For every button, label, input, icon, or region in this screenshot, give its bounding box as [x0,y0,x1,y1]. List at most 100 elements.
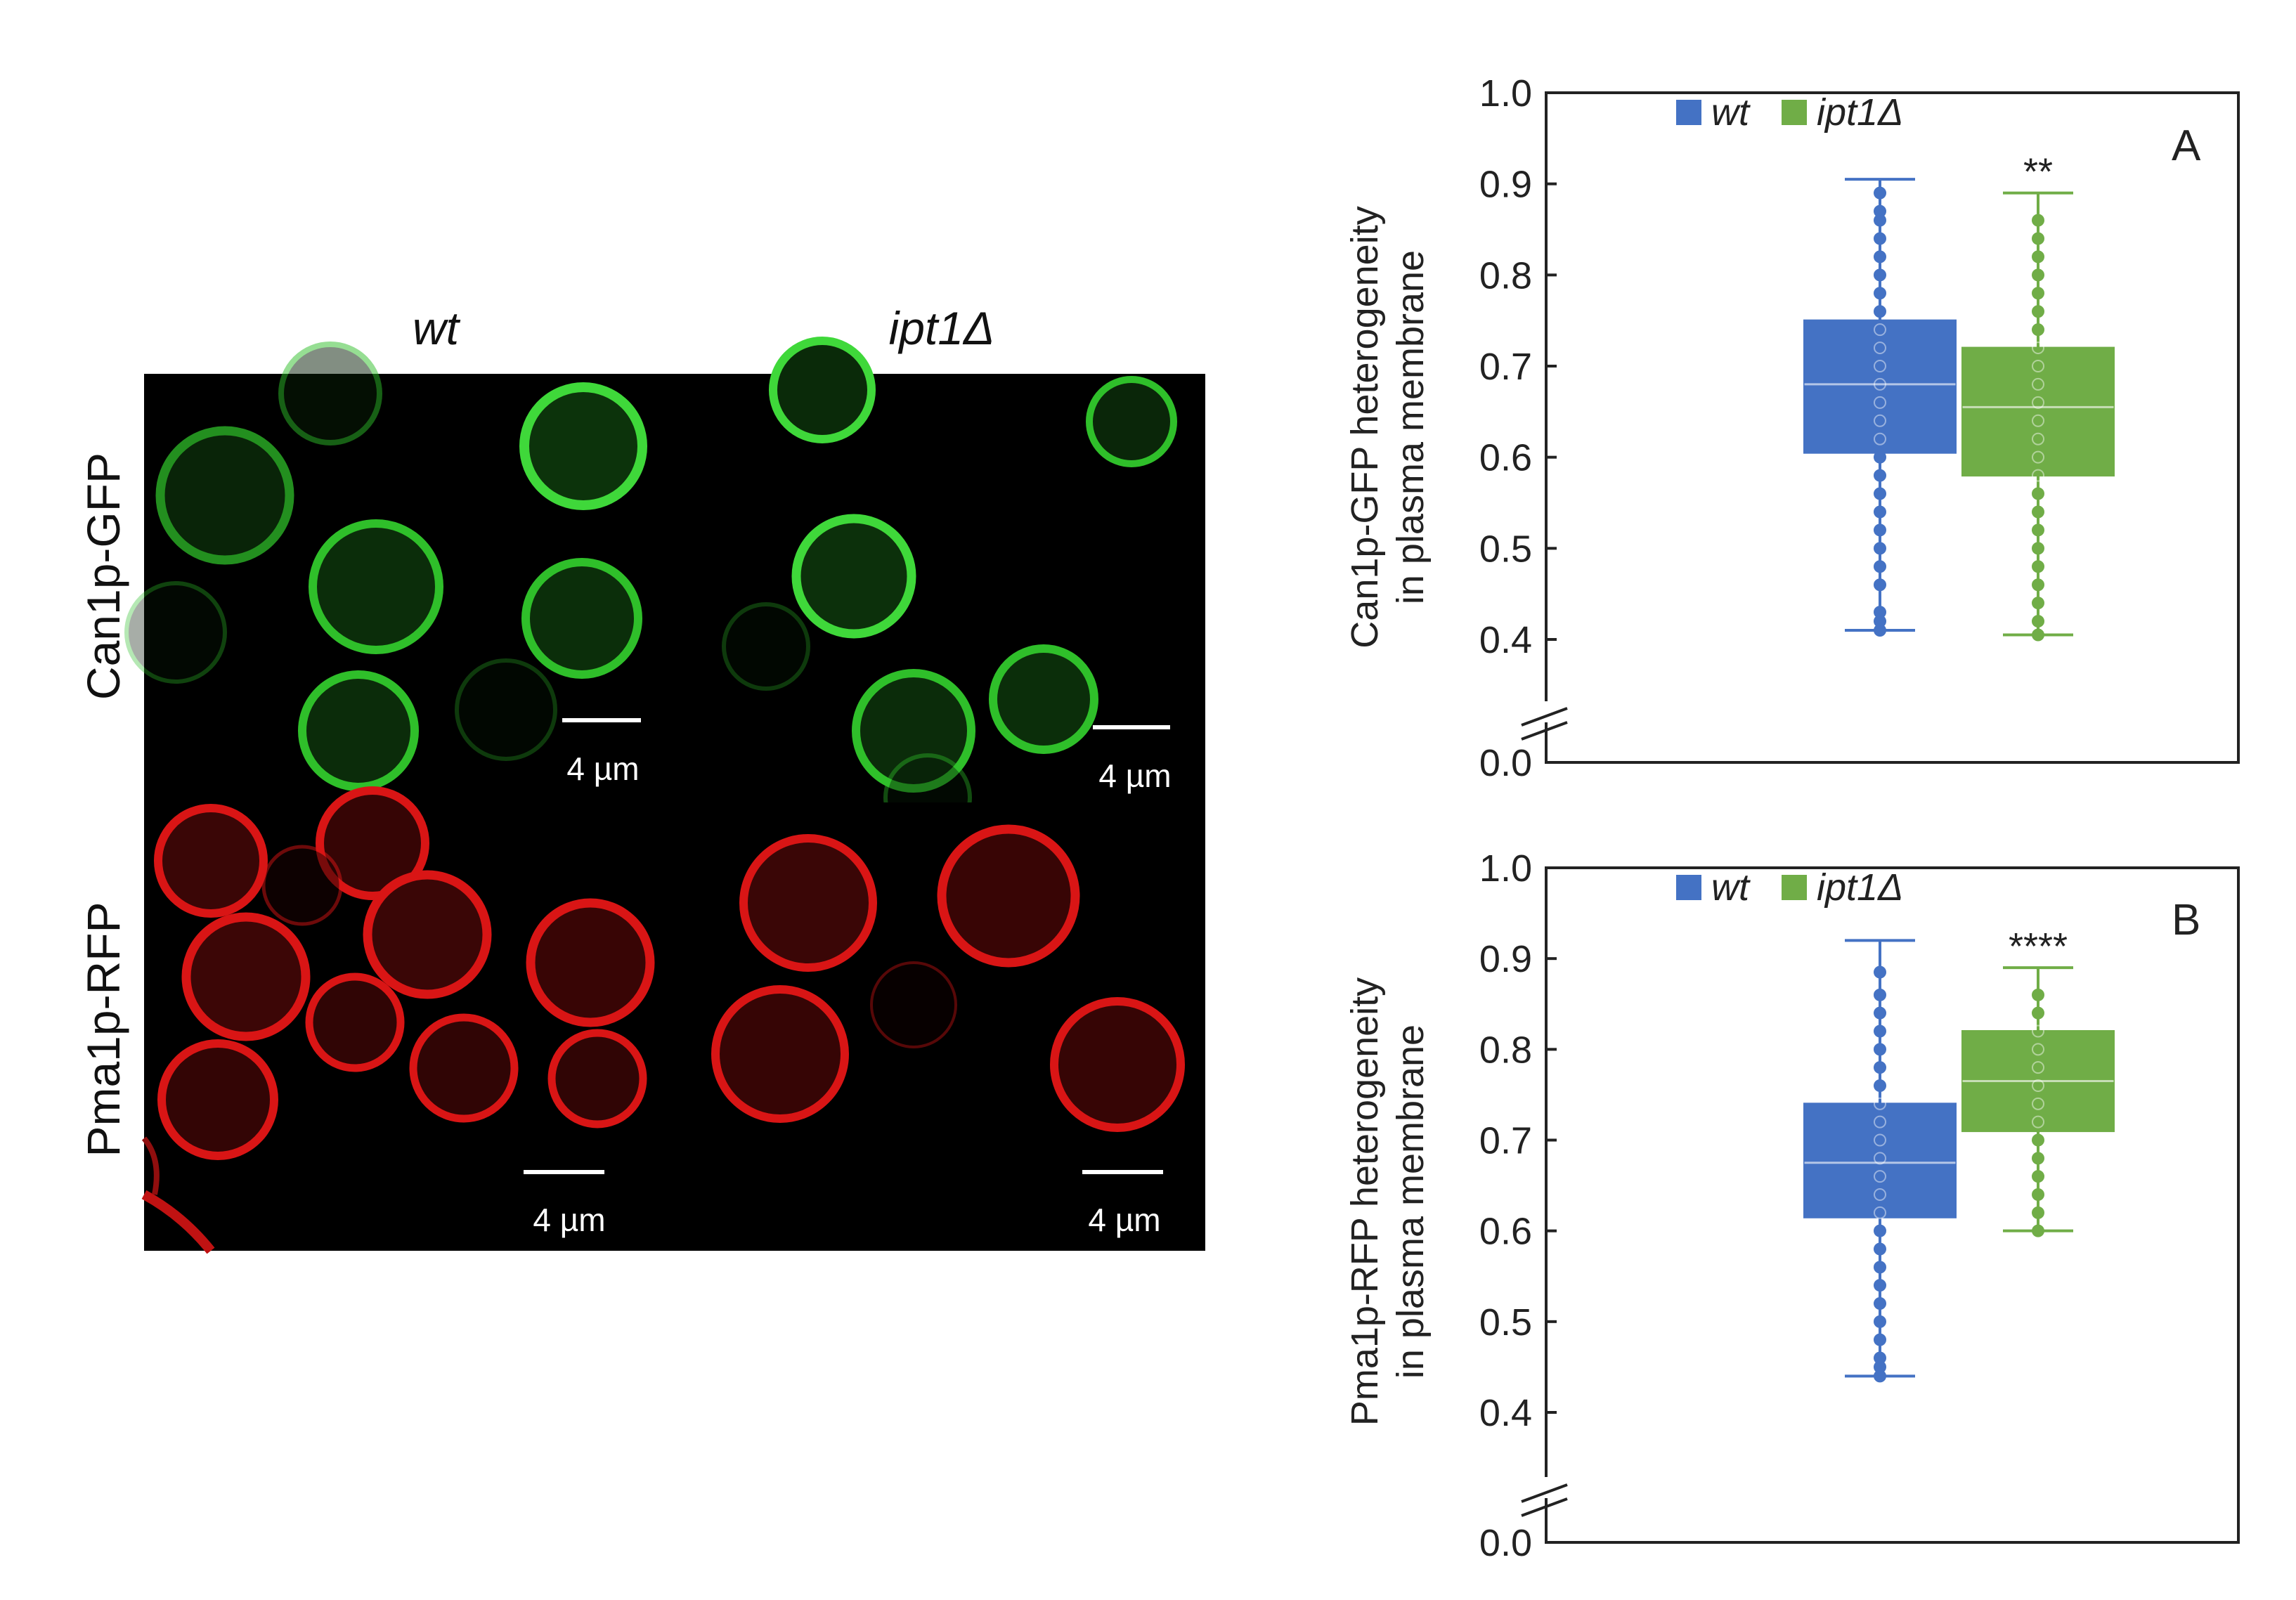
data-point [1874,1188,1886,1201]
data-point [2032,560,2044,573]
data-point [1874,360,1886,372]
legend-label-wt: wt [1711,866,1751,909]
y-tick-label: 0.6 [1479,1211,1532,1253]
data-point [1874,1261,1886,1274]
legend-label-ipt1: ipt1Δ [1817,866,1903,909]
legend-b: wt ipt1Δ [1676,866,1903,909]
data-point [2032,250,2044,264]
y-tick-label: 0.4 [1479,619,1532,661]
svg-text:4 µm: 4 µm [1088,1202,1160,1238]
y-tick-label: 0.9 [1479,938,1532,980]
data-point [1874,1206,1886,1219]
y-axis-label-a-line1: Can1p-GFP heterogeneity [1344,206,1386,648]
y-tick-label: 0.0 [1479,1522,1532,1564]
row-label-pma1p-rfp: Pma1p-RFP [77,902,129,1157]
data-point [2032,1224,2044,1237]
data-point [2032,487,2044,500]
y-tick-label: 0.5 [1479,528,1532,570]
column-header-ipt1: ipt1Δ [889,302,995,354]
data-point [2032,396,2044,409]
image-tile-wt-gfp [124,342,675,802]
data-point [1874,287,1886,300]
data-point [1874,305,1886,318]
y-tick-label: 0.0 [1479,742,1532,780]
data-point [1874,1079,1886,1092]
data-point [1874,396,1886,409]
box-wt [1803,939,1957,1383]
data-point [2032,1043,2044,1056]
data-point [1874,505,1886,519]
panel-label-a: A [2172,122,2201,170]
data-point [1874,1170,1886,1183]
y-tick-label: 1.0 [1479,847,1532,890]
data-point [1874,1006,1886,1020]
data-point [2032,432,2044,445]
data-point [2032,505,2044,519]
data-point [2032,287,2044,300]
data-point [1874,377,1886,391]
image-tile-ipt1-rfp [675,802,1205,1251]
data-point [2032,377,2044,391]
box-ipt1: **** [1961,925,2115,1237]
column-header-wt: wt [413,302,461,354]
legend-label-ipt1: ipt1Δ [1817,91,1903,134]
y-tick-label: 0.8 [1479,1029,1532,1071]
scale-bar-wt-gfp: 4 µm [562,718,641,787]
data-point [2032,1115,2044,1129]
y-tick-label: 0.7 [1479,1120,1532,1162]
data-point [2032,1097,2044,1110]
data-point [2032,628,2044,642]
data-point [2032,469,2044,482]
significance-marker: ** [2023,151,2053,193]
scale-bar-ipt1-gfp: 4 µm [1093,725,1172,794]
data-point [2032,1206,2044,1219]
data-point [1874,1279,1886,1292]
scale-bar-ipt1-rfp: 4 µm [1082,1170,1163,1238]
data-point [1874,1351,1886,1365]
scale-bar-wt-rfp: 4 µm [524,1170,606,1238]
data-point [1874,323,1886,337]
data-point [2032,1133,2044,1147]
data-point [1874,1025,1886,1038]
iqr-box [1961,346,2115,477]
data-point [1874,1061,1886,1074]
data-point [1874,1133,1886,1147]
data-point [1874,560,1886,573]
data-point [1874,268,1886,282]
data-point [2032,305,2044,318]
y-axis-label-a-line2: in plasma membrane [1389,250,1432,604]
box-wt [1803,178,1957,637]
data-point [1874,988,1886,1001]
iqr-box [1803,1103,1957,1218]
data-point [2032,232,2044,245]
data-point [1874,1333,1886,1346]
data-point [1874,1224,1886,1237]
data-point [2032,323,2044,337]
data-point [1874,542,1886,555]
y-tick-label: 1.0 [1479,72,1532,115]
image-tile-ipt1-gfp [675,337,1205,842]
data-point [1874,1115,1886,1129]
data-point [2032,1152,2044,1165]
image-tile-wt-rfp [141,786,675,1254]
legend-swatch-ipt1 [1782,875,1807,900]
data-point [1874,1097,1886,1110]
box-plot-a: 0.0 0.4 0.5 0.6 0.7 0.8 0.9 1.0 Can1p-GFP heter… [1344,72,2240,780]
data-point [2032,360,2044,372]
data-point [2032,214,2044,227]
y-tick-label: 0.5 [1479,1301,1532,1344]
legend-label-wt: wt [1711,91,1751,134]
y-ticks-b: 0.0 0.4 0.5 0.6 0.7 0.8 0.9 1.0 [1479,847,1557,1564]
y-tick-label: 0.7 [1479,346,1532,388]
y-tick-label: 0.8 [1479,254,1532,297]
box-plot-b: 0.0 0.4 0.5 0.6 0.7 0.8 0.9 1.0 Pma1p-RFP heter… [1344,847,2240,1564]
legend-swatch-wt [1676,100,1701,125]
iqr-box [1803,319,1957,454]
svg-text:4 µm: 4 µm [1098,757,1171,794]
data-point [1874,186,1886,200]
y-tick-label: 0.9 [1479,164,1532,206]
panel-label-b: B [2172,896,2200,944]
data-point [2032,1061,2044,1074]
data-point [2032,1079,2044,1092]
data-point [1874,450,1886,464]
